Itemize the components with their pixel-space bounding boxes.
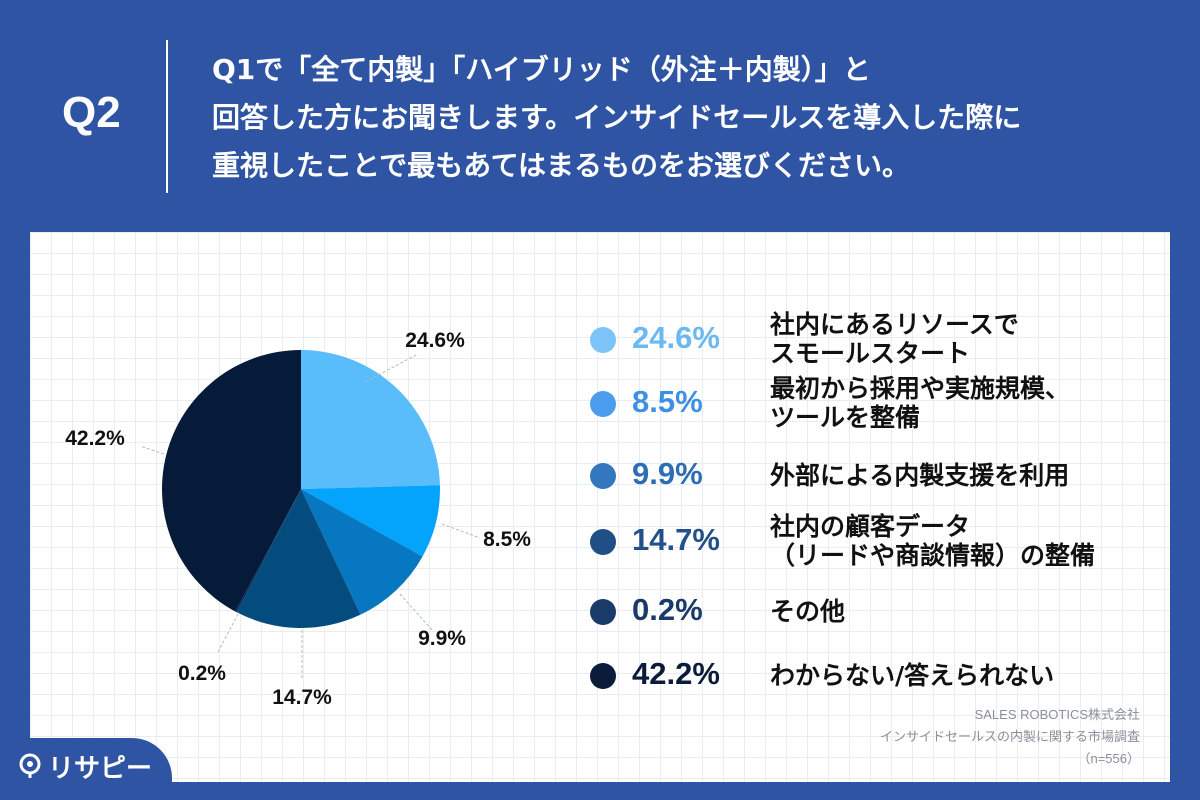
- data-label: 8.5%: [483, 528, 531, 551]
- question-line: Q1で「全て内製」「ハイブリッド（外注＋内製）」と: [212, 53, 871, 86]
- source-note: SALES ROBOTICS株式会社 インサイドセールスの内製に関する市場調査 …: [880, 704, 1140, 770]
- legend-swatch: [590, 529, 616, 555]
- pie-slice: [301, 489, 423, 615]
- legend-swatch: [590, 599, 616, 625]
- legend-percent: 8.5%: [632, 384, 703, 419]
- legend-label-line: その他: [770, 597, 846, 626]
- data-label: 0.2%: [178, 662, 226, 685]
- legend-swatch: [590, 463, 616, 489]
- legend-label-line: 外部による内製支援を利用: [770, 461, 1070, 490]
- leader-line: [441, 523, 481, 539]
- leader-line: [399, 593, 433, 631]
- brand-logo: リサピー: [0, 738, 172, 800]
- legend-swatch: [590, 327, 616, 353]
- map-pin-icon: [19, 753, 41, 778]
- question-line: 回答した方にお聞きします。インサイドセールスを導入した際に: [212, 101, 1022, 134]
- legend-swatch: [590, 391, 616, 417]
- legend-label-line: 社内にあるリソースで: [770, 310, 1019, 339]
- pie-slice: [236, 489, 361, 628]
- legend-label-line: 最初から採用や実施規模、: [770, 374, 1071, 403]
- leader-line: [139, 445, 165, 455]
- source-line: インサイドセールスの内製に関する市場調査: [879, 729, 1140, 744]
- legend-percent: 14.7%: [632, 522, 720, 557]
- legend-swatch: [590, 663, 616, 689]
- leader-line: [217, 613, 239, 653]
- legend-label-line: （リードや商談情報）の整備: [770, 541, 1096, 570]
- legend-label: わからない/答えられない: [770, 661, 1054, 690]
- source-line: SALES ROBOTICS株式会社: [974, 707, 1140, 722]
- pie-slice: [301, 485, 440, 557]
- header: Q2 Q1で「全て内製」「ハイブリッド（外注＋内製）」と 回答した方にお聞きしま…: [0, 0, 1200, 232]
- pie-slice: [301, 350, 440, 489]
- question-line: 重視したことで最もあてはまるものをお選びください。: [212, 149, 911, 182]
- legend-label: その他: [770, 597, 845, 626]
- legend-percent: 9.9%: [632, 456, 703, 491]
- legend-label-line: スモールスタート: [770, 339, 971, 368]
- chart-panel: 24.6% 8.5% 9.9% 14.7% 0.2% 42.2% 24.6% 社内にあるリソ…: [30, 232, 1170, 782]
- question-number: Q2: [62, 88, 121, 137]
- legend-percent: 24.6%: [632, 320, 720, 355]
- legend-label: 最初から採用や実施規模、 ツールを整備: [770, 374, 1070, 432]
- legend-percent: 42.2%: [632, 656, 720, 691]
- data-label: 9.9%: [418, 627, 466, 650]
- legend-percent: 0.2%: [632, 592, 703, 627]
- legend-label-line: わからない/答えられない: [770, 661, 1055, 690]
- data-label: 14.7%: [272, 686, 332, 709]
- data-label: 24.6%: [405, 329, 465, 352]
- data-label: 42.2%: [65, 427, 125, 450]
- legend-label-line: ツールを整備: [770, 403, 921, 432]
- pie-chart: 24.6% 8.5% 9.9% 14.7% 0.2% 42.2%: [65, 329, 531, 709]
- legend-label-line: 社内の顧客データ: [770, 512, 971, 541]
- legend-label: 社内にあるリソースで スモールスタート: [770, 310, 1019, 368]
- header-divider: [166, 40, 168, 193]
- source-line: （n=556）: [1077, 751, 1140, 766]
- legend-label: 社内の顧客データ （リードや商談情報）の整備: [770, 512, 1095, 570]
- logo-text: リサピー: [48, 754, 153, 784]
- legend-label: 外部による内製支援を利用: [770, 461, 1069, 490]
- question-text: Q1で「全て内製」「ハイブリッド（外注＋内製）」と 回答した方にお聞きします。イ…: [212, 46, 1172, 190]
- pie-slice: [161, 350, 301, 612]
- pie-slice: [235, 489, 301, 613]
